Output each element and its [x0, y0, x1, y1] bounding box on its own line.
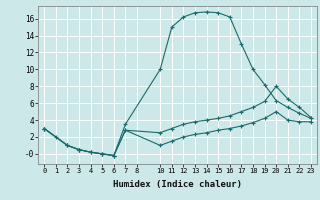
X-axis label: Humidex (Indice chaleur): Humidex (Indice chaleur)	[113, 180, 242, 189]
